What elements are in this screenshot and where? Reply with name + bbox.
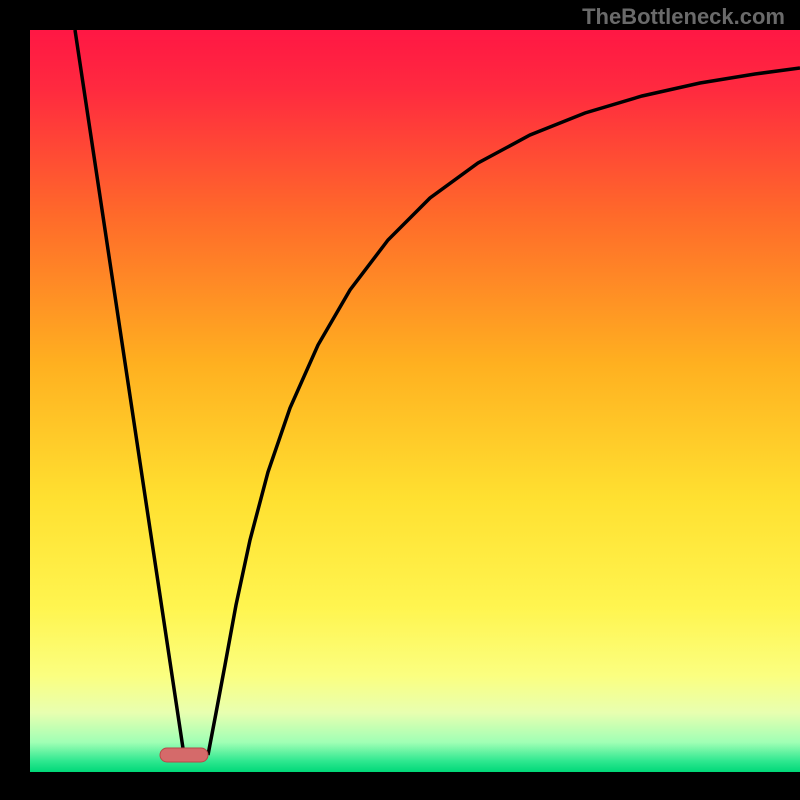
gradient-background — [30, 30, 800, 772]
bottleneck-marker — [160, 748, 208, 762]
chart-svg — [30, 30, 800, 772]
watermark-text: TheBottleneck.com — [582, 4, 785, 30]
bottleneck-chart — [30, 30, 800, 772]
chart-frame: TheBottleneck.com — [0, 0, 800, 800]
